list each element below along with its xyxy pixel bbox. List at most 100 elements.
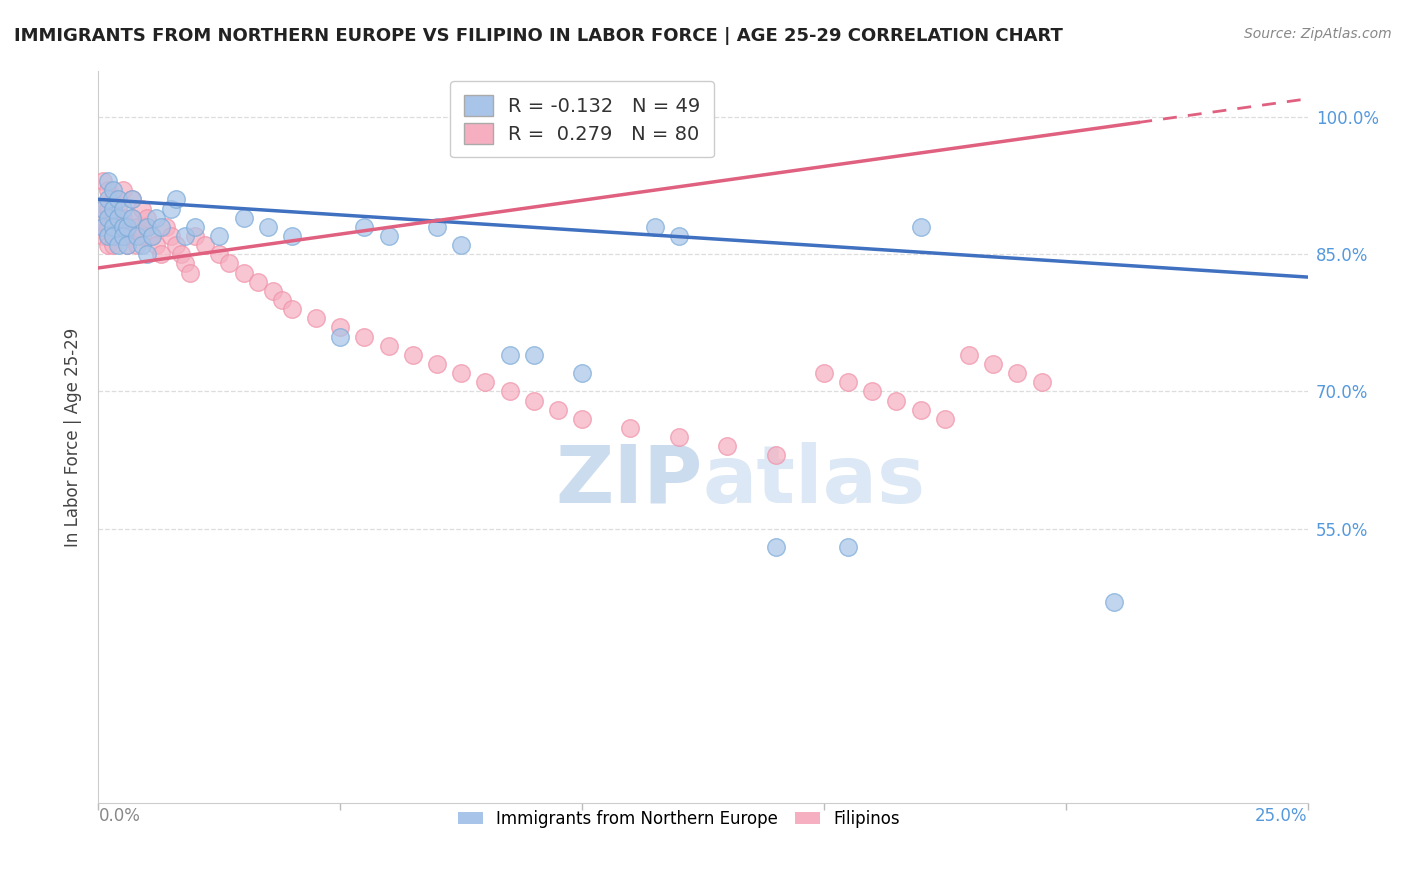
Text: IMMIGRANTS FROM NORTHERN EUROPE VS FILIPINO IN LABOR FORCE | AGE 25-29 CORRELATI: IMMIGRANTS FROM NORTHERN EUROPE VS FILIP…: [14, 27, 1063, 45]
Point: [329, 329, 352, 343]
Point: [107, 228, 129, 243]
Point: [117, 219, 139, 234]
Point: [184, 219, 207, 234]
Point: [232, 211, 254, 225]
Legend: Immigrants from Northern Europe, Filipinos: Immigrants from Northern Europe, Filipin…: [451, 804, 907, 835]
Point: [571, 366, 593, 380]
Point: [426, 219, 449, 234]
Point: [91, 174, 114, 188]
Point: [165, 192, 187, 206]
Point: [281, 301, 304, 317]
Point: [117, 219, 139, 234]
Point: [121, 192, 143, 206]
Point: [111, 219, 134, 234]
Point: [111, 219, 134, 234]
Point: [262, 284, 284, 298]
Point: [329, 320, 352, 334]
Point: [97, 228, 120, 243]
Point: [107, 238, 129, 252]
Text: Source: ZipAtlas.com: Source: ZipAtlas.com: [1244, 27, 1392, 41]
Point: [184, 228, 207, 243]
Point: [101, 192, 124, 206]
Point: [160, 202, 183, 216]
Point: [121, 211, 143, 225]
Point: [377, 339, 399, 353]
Point: [141, 228, 163, 243]
Point: [91, 219, 114, 234]
Point: [107, 192, 129, 206]
Point: [426, 357, 449, 371]
Point: [523, 393, 546, 408]
Point: [281, 228, 304, 243]
Point: [523, 348, 546, 362]
Point: [97, 183, 120, 197]
Point: [117, 238, 139, 252]
Point: [135, 247, 157, 261]
Point: [145, 211, 167, 225]
Point: [97, 174, 120, 188]
Point: [668, 430, 690, 444]
Point: [101, 202, 124, 216]
Text: ZIP: ZIP: [555, 442, 703, 520]
Point: [644, 219, 666, 234]
Point: [450, 238, 472, 252]
Point: [131, 228, 153, 243]
Point: [208, 247, 231, 261]
Point: [179, 266, 201, 280]
Point: [450, 366, 472, 380]
Point: [135, 219, 157, 234]
Point: [353, 219, 375, 234]
Point: [218, 256, 240, 270]
Point: [111, 228, 134, 243]
Point: [174, 228, 197, 243]
Point: [101, 183, 124, 197]
Point: [547, 402, 569, 417]
Point: [131, 202, 153, 216]
Point: [97, 238, 120, 252]
Point: [169, 247, 191, 261]
Point: [97, 192, 120, 206]
Point: [910, 219, 932, 234]
Point: [91, 202, 114, 216]
Point: [145, 238, 167, 252]
Point: [247, 275, 270, 289]
Point: [97, 228, 120, 243]
Point: [837, 376, 859, 390]
Point: [934, 411, 956, 425]
Point: [256, 219, 278, 234]
Point: [194, 238, 217, 252]
Point: [91, 202, 114, 216]
Point: [111, 211, 134, 225]
Point: [208, 228, 231, 243]
Point: [813, 366, 835, 380]
Point: [498, 384, 520, 399]
Point: [111, 202, 134, 216]
Point: [957, 348, 980, 362]
Point: [107, 192, 129, 206]
Point: [121, 228, 143, 243]
Point: [1007, 366, 1029, 380]
Point: [150, 219, 173, 234]
Point: [117, 228, 139, 243]
Text: 25.0%: 25.0%: [1256, 807, 1308, 825]
Point: [141, 228, 163, 243]
Point: [91, 219, 114, 234]
Point: [765, 540, 787, 554]
Point: [765, 449, 787, 463]
Text: 0.0%: 0.0%: [98, 807, 141, 825]
Point: [1102, 595, 1125, 609]
Point: [174, 256, 197, 270]
Point: [91, 228, 114, 243]
Point: [668, 228, 690, 243]
Point: [353, 329, 375, 343]
Point: [910, 402, 932, 417]
Point: [121, 211, 143, 225]
Text: atlas: atlas: [703, 442, 927, 520]
Point: [402, 348, 425, 362]
Point: [571, 411, 593, 425]
Y-axis label: In Labor Force | Age 25-29: In Labor Force | Age 25-29: [65, 327, 83, 547]
Point: [1031, 376, 1053, 390]
Point: [127, 238, 149, 252]
Point: [101, 228, 124, 243]
Point: [101, 219, 124, 234]
